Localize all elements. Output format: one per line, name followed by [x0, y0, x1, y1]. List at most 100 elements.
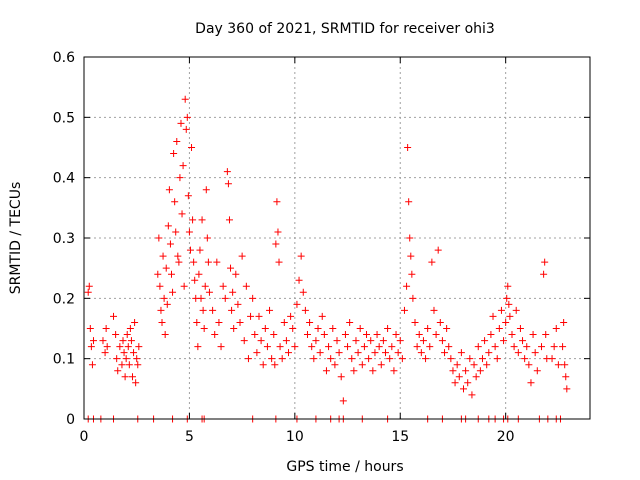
- data-point: [483, 361, 491, 369]
- data-point: [406, 234, 414, 242]
- data-point: [177, 119, 185, 127]
- data-point: [178, 210, 186, 218]
- data-point: [157, 306, 165, 314]
- data-point: [310, 355, 318, 363]
- data-point: [396, 337, 404, 345]
- data-point: [369, 367, 377, 375]
- data-point: [301, 306, 309, 314]
- data-point: [191, 276, 199, 284]
- data-point: [379, 337, 387, 345]
- data-point: [158, 318, 166, 326]
- data-point: [478, 355, 486, 363]
- data-point: [159, 252, 167, 260]
- data-point: [201, 282, 209, 290]
- data-point: [121, 373, 129, 381]
- data-point: [470, 361, 478, 369]
- data-point: [120, 349, 128, 357]
- data-point: [175, 258, 183, 266]
- data-point: [552, 325, 560, 332]
- data-point: [195, 270, 203, 278]
- data-point: [541, 258, 549, 266]
- data-point: [134, 361, 142, 369]
- data-point: [521, 355, 529, 363]
- data-point: [563, 385, 571, 393]
- data-point: [441, 349, 449, 357]
- data-point: [170, 150, 178, 158]
- data-point: [451, 379, 459, 387]
- data-point: [102, 325, 110, 332]
- x-axis-label: GPS time / hours: [286, 459, 403, 475]
- data-point: [188, 144, 196, 151]
- data-point: [407, 252, 415, 260]
- data-point: [238, 252, 246, 260]
- x-tick-label: 5: [185, 429, 194, 445]
- data-point: [356, 325, 364, 332]
- data-point: [460, 385, 467, 393]
- data-point: [223, 168, 231, 176]
- data-point: [405, 198, 413, 206]
- data-point: [205, 288, 213, 296]
- data-point: [476, 367, 484, 375]
- data-point: [322, 367, 330, 375]
- data-point: [189, 216, 197, 224]
- data-point: [172, 228, 180, 236]
- data-point: [251, 331, 259, 339]
- data-point: [253, 349, 261, 357]
- chart-title: Day 360 of 2021, SRMTID for receiver ohi…: [195, 21, 495, 37]
- data-point: [87, 343, 95, 351]
- data-point: [424, 325, 432, 332]
- data-point: [538, 343, 546, 351]
- data-point: [116, 343, 124, 351]
- data-point: [447, 355, 455, 363]
- data-point: [384, 325, 392, 332]
- data-point: [182, 125, 190, 133]
- y-tick-label: 0.6: [53, 50, 75, 66]
- data-point: [308, 343, 316, 351]
- data-point: [227, 264, 235, 272]
- data-point: [443, 325, 451, 332]
- data-point: [331, 361, 339, 369]
- data-point: [85, 282, 93, 290]
- data-point: [375, 343, 383, 351]
- data-point: [516, 325, 524, 332]
- data-point: [419, 337, 427, 345]
- data-point: [119, 337, 127, 345]
- data-point: [367, 337, 375, 345]
- data-point: [257, 337, 265, 345]
- data-point: [133, 355, 141, 363]
- data-point: [261, 325, 269, 332]
- y-tick-label: 0.4: [53, 171, 75, 187]
- data-point: [426, 343, 434, 351]
- data-point: [186, 246, 194, 254]
- data-point: [306, 318, 314, 326]
- data-point: [203, 234, 211, 242]
- data-point: [316, 349, 324, 357]
- data-point: [285, 349, 293, 357]
- data-point: [259, 361, 267, 369]
- data-point: [225, 216, 233, 224]
- data-point: [554, 361, 562, 369]
- data-point: [503, 294, 511, 302]
- data-point: [88, 361, 96, 369]
- data-point: [166, 240, 174, 248]
- data-point: [193, 318, 201, 326]
- data-point: [333, 337, 341, 345]
- data-point: [445, 343, 453, 351]
- y-axis-label: SRMTID / TECUs: [8, 182, 24, 295]
- data-point: [183, 113, 191, 121]
- data-point: [358, 361, 366, 369]
- data-point: [514, 349, 522, 357]
- data-point: [489, 312, 497, 320]
- data-point: [156, 282, 164, 290]
- data-point: [562, 373, 570, 381]
- data-point: [123, 331, 131, 339]
- data-point: [122, 355, 130, 363]
- data-point: [474, 343, 482, 351]
- data-point: [126, 325, 134, 332]
- data-point: [211, 331, 219, 339]
- data-point: [112, 331, 120, 339]
- data-point: [113, 355, 121, 363]
- data-point: [135, 343, 143, 351]
- data-point: [101, 349, 109, 357]
